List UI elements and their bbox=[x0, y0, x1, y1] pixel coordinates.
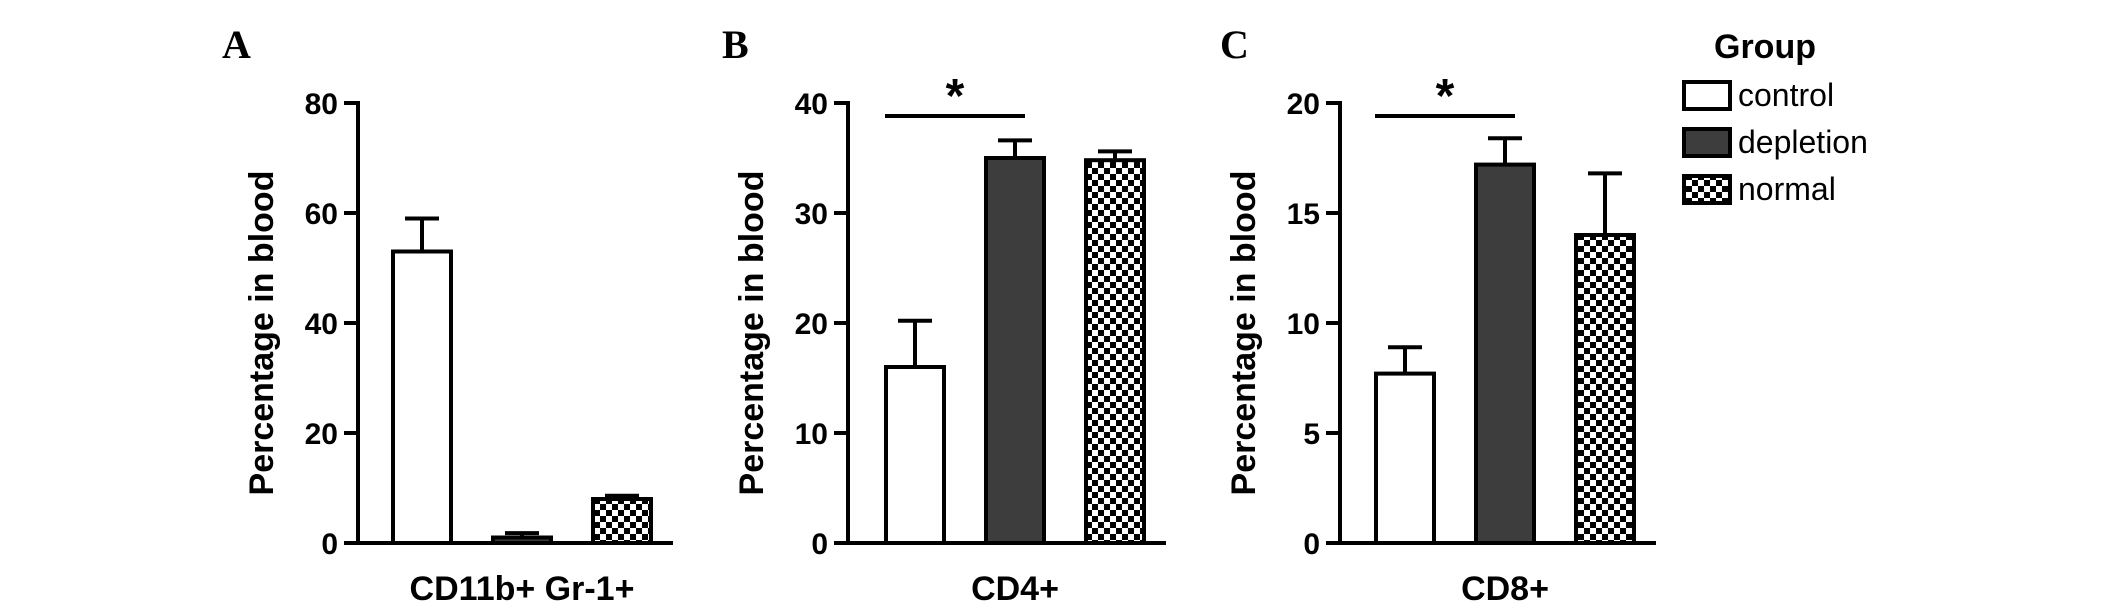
bar-control bbox=[391, 249, 453, 545]
significance-star: * bbox=[1436, 70, 1455, 123]
legend-label-normal: normal bbox=[1738, 171, 1836, 207]
chart-panels: A 0 20 40 60 80 Percentage in blood CD11b+ Gr-1… bbox=[222, 22, 1656, 608]
legend-swatch-depletion bbox=[1682, 127, 1732, 158]
bar-normal bbox=[591, 497, 653, 545]
y-axis-title: Percentage in blood bbox=[1225, 171, 1263, 496]
y-tick-label: 5 bbox=[1303, 418, 1320, 451]
chart-panel-b: B 0 10 20 30 40 Percentage in blood CD4+ * bbox=[722, 22, 1166, 608]
legend-label-control: control bbox=[1738, 77, 1834, 113]
y-axis-title: Percentage in blood bbox=[733, 171, 771, 496]
legend-label-depletion: depletion bbox=[1738, 124, 1868, 160]
y-tick-label: 20 bbox=[1287, 88, 1320, 121]
bar-normal bbox=[1574, 233, 1636, 545]
panel-label: A bbox=[222, 22, 251, 67]
panel-label: B bbox=[722, 22, 749, 67]
chart-panel-a: A 0 20 40 60 80 Percentage in blood CD11b+ Gr-1… bbox=[222, 22, 673, 608]
y-tick-label: 20 bbox=[795, 308, 828, 341]
bar-control bbox=[1374, 371, 1436, 545]
y-tick-label: 30 bbox=[795, 198, 828, 231]
y-tick-label: 20 bbox=[305, 418, 338, 451]
legend-swatch-control bbox=[1682, 80, 1732, 111]
legend-title: Group bbox=[1714, 28, 1816, 66]
y-tick-label: 40 bbox=[795, 88, 828, 121]
chart-panel-c: C 0 5 10 15 20 Percentage in blood CD8+ * bbox=[1220, 22, 1656, 608]
y-tick-label: 0 bbox=[811, 528, 828, 561]
bar-normal bbox=[1084, 158, 1146, 545]
significance-star: * bbox=[946, 70, 965, 123]
y-tick-label: 60 bbox=[305, 198, 338, 231]
y-axis-title: Percentage in blood bbox=[243, 171, 281, 496]
y-tick-label: 10 bbox=[1287, 308, 1320, 341]
bar-control bbox=[884, 365, 946, 545]
panel-label: C bbox=[1220, 22, 1249, 67]
x-category-label: CD8+ bbox=[1461, 570, 1549, 607]
bar-depletion bbox=[1474, 162, 1536, 545]
y-tick-label: 10 bbox=[795, 418, 828, 451]
y-tick-label: 15 bbox=[1287, 198, 1320, 231]
legend: Group control depletion normal bbox=[1682, 28, 1868, 207]
legend-swatch-normal bbox=[1682, 174, 1732, 205]
y-tick-label: 40 bbox=[305, 308, 338, 341]
x-category-label: CD4+ bbox=[971, 570, 1059, 607]
y-tick-label: 80 bbox=[305, 88, 338, 121]
x-category-label: CD11b+ Gr-1+ bbox=[410, 570, 635, 607]
y-tick-label: 0 bbox=[321, 528, 338, 561]
y-tick-label: 0 bbox=[1303, 528, 1320, 561]
bar-depletion bbox=[984, 156, 1046, 545]
